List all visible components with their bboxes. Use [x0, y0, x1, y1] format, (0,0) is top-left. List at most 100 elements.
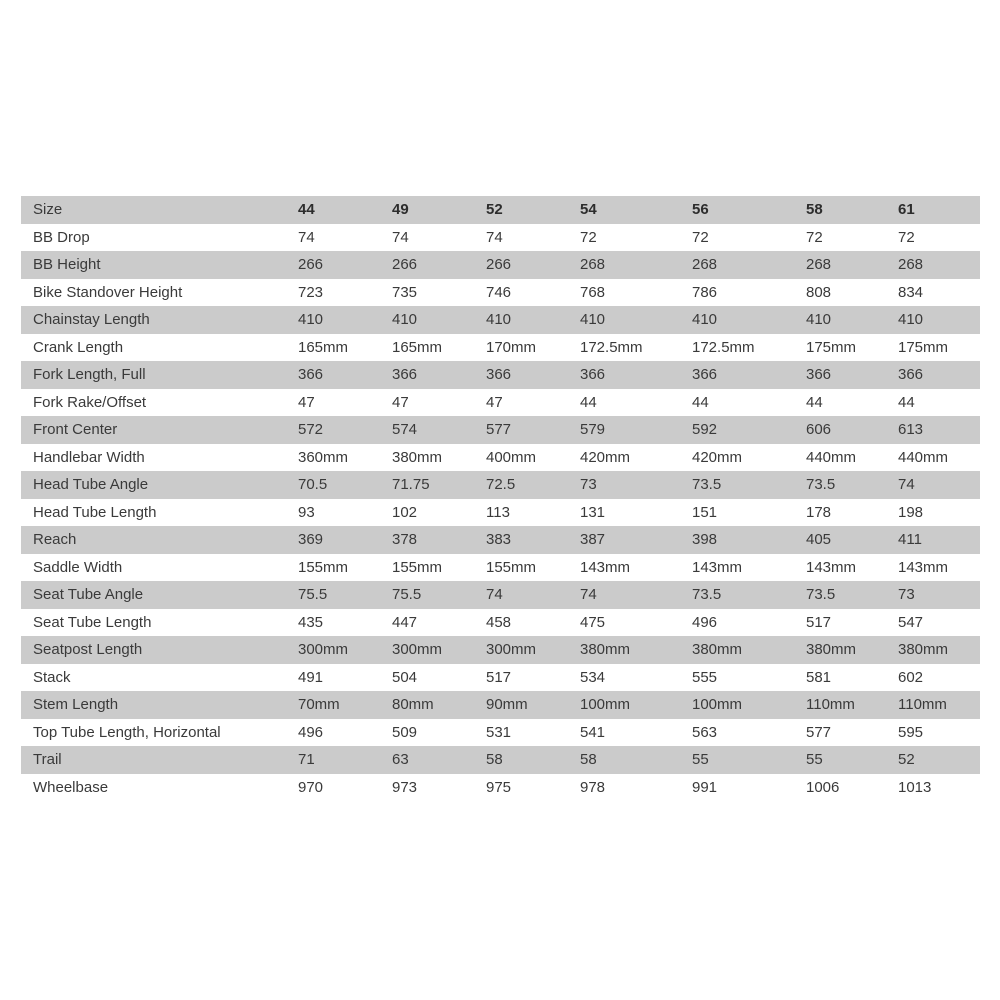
table-cell: 74: [898, 476, 915, 494]
table-cell: 100mm: [692, 696, 743, 714]
table-cell: 90mm: [486, 696, 528, 714]
table-row: Handlebar Width 360mm 380mm 400mm 420mm …: [21, 443, 980, 471]
table-cell: 496: [298, 723, 324, 741]
table-cell: 378: [392, 531, 418, 549]
table-cell: 475: [580, 613, 606, 631]
table-cell: 143mm: [806, 558, 857, 576]
table-cell: 380mm: [898, 641, 949, 659]
table-cell: 613: [898, 421, 924, 439]
table-row: Seat Tube Length 435 447 458 475 496 517…: [21, 608, 980, 636]
table-cell: 509: [392, 723, 418, 741]
table-cell: 74: [392, 228, 409, 246]
table-cell: 366: [580, 366, 606, 384]
bike-geometry-table: Size 44 49 52 54 56 58 61 BB Drop 74 74 …: [21, 196, 980, 801]
header-size-52: 52: [486, 201, 503, 219]
header-size-54: 54: [580, 201, 597, 219]
row-label: Stack: [33, 668, 71, 686]
table-cell: 172.5mm: [580, 338, 643, 356]
row-label: BB Height: [33, 256, 101, 274]
table-cell: 360mm: [298, 448, 349, 466]
table-cell: 58: [580, 751, 597, 769]
table-cell: 581: [806, 668, 832, 686]
table-cell: 47: [392, 393, 409, 411]
table-cell: 268: [806, 256, 832, 274]
table-cell: 102: [392, 503, 418, 521]
table-cell: 420mm: [580, 448, 631, 466]
table-cell: 572: [298, 421, 324, 439]
table-row: Stack 491 504 517 534 555 581 602: [21, 663, 980, 691]
table-cell: 100mm: [580, 696, 631, 714]
table-cell: 531: [486, 723, 512, 741]
table-cell: 172.5mm: [692, 338, 755, 356]
table-cell: 410: [898, 311, 924, 329]
table-cell: 44: [580, 393, 597, 411]
table-cell: 400mm: [486, 448, 537, 466]
table-cell: 143mm: [898, 558, 949, 576]
table-cell: 151: [692, 503, 718, 521]
row-label: Bike Standover Height: [33, 283, 183, 301]
table-cell: 746: [486, 283, 512, 301]
header-row: Size 44 49 52 54 56 58 61: [21, 196, 980, 224]
row-label: Head Tube Angle: [33, 476, 149, 494]
row-label: Reach: [33, 531, 77, 549]
row-label: Trail: [33, 751, 62, 769]
table-cell: 411: [898, 531, 922, 549]
table-cell: 72: [580, 228, 597, 246]
table-cell: 447: [392, 613, 418, 631]
table-cell: 366: [392, 366, 418, 384]
table-cell: 970: [298, 778, 324, 796]
table-cell: 55: [806, 751, 823, 769]
table-row: Stem Length 70mm 80mm 90mm 100mm 100mm 1…: [21, 691, 980, 719]
table-cell: 175mm: [898, 338, 949, 356]
table-cell: 155mm: [392, 558, 443, 576]
row-label: Fork Length, Full: [33, 366, 146, 384]
row-label: Chainstay Length: [33, 311, 150, 329]
table-cell: 74: [298, 228, 315, 246]
table-row: Reach 369 378 383 387 398 405 411: [21, 526, 980, 554]
table-cell: 574: [392, 421, 418, 439]
table-row: Fork Length, Full 366 366 366 366 366 36…: [21, 361, 980, 389]
table-cell: 71.75: [392, 476, 430, 494]
table-cell: 577: [486, 421, 512, 439]
row-label: Head Tube Length: [33, 503, 157, 521]
table-cell: 73: [898, 586, 915, 604]
row-label: Top Tube Length, Horizontal: [33, 723, 221, 741]
table-cell: 534: [580, 668, 606, 686]
table-cell: 74: [486, 586, 503, 604]
table-cell: 93: [298, 503, 315, 521]
table-cell: 768: [580, 283, 606, 301]
table-row: Saddle Width 155mm 155mm 155mm 143mm 143…: [21, 553, 980, 581]
table-cell: 380mm: [692, 641, 743, 659]
table-cell: 73.5: [806, 476, 836, 494]
table-cell: 74: [486, 228, 503, 246]
table-row: Chainstay Length 410 410 410 410 410 410…: [21, 306, 980, 334]
table-cell: 380mm: [580, 641, 631, 659]
table-cell: 410: [806, 311, 832, 329]
table-cell: 366: [692, 366, 718, 384]
table-cell: 991: [692, 778, 718, 796]
table-cell: 410: [580, 311, 606, 329]
table-row: BB Drop 74 74 74 72 72 72 72: [21, 223, 980, 251]
row-label: Crank Length: [33, 338, 124, 356]
table-cell: 602: [898, 668, 924, 686]
table-cell: 300mm: [392, 641, 443, 659]
table-cell: 440mm: [898, 448, 949, 466]
table-cell: 606: [806, 421, 832, 439]
header-size-58: 58: [806, 201, 823, 219]
table-cell: 44: [898, 393, 915, 411]
table-cell: 266: [486, 256, 512, 274]
table-cell: 71: [298, 751, 315, 769]
header-size-44: 44: [298, 201, 315, 219]
table-row: Crank Length 165mm 165mm 170mm 172.5mm 1…: [21, 333, 980, 361]
table-cell: 73: [580, 476, 597, 494]
row-label: Seat Tube Angle: [33, 586, 144, 604]
table-row: Wheelbase 970 973 975 978 991 1006 1013: [21, 773, 980, 801]
table-cell: 563: [692, 723, 718, 741]
table-cell: 366: [298, 366, 324, 384]
table-cell: 58: [486, 751, 503, 769]
table-cell: 266: [392, 256, 418, 274]
table-row: Trail 71 63 58 58 55 55 52: [21, 746, 980, 774]
table-cell: 110mm: [806, 696, 855, 714]
table-cell: 555: [692, 668, 718, 686]
row-label: Fork Rake/Offset: [33, 393, 147, 411]
